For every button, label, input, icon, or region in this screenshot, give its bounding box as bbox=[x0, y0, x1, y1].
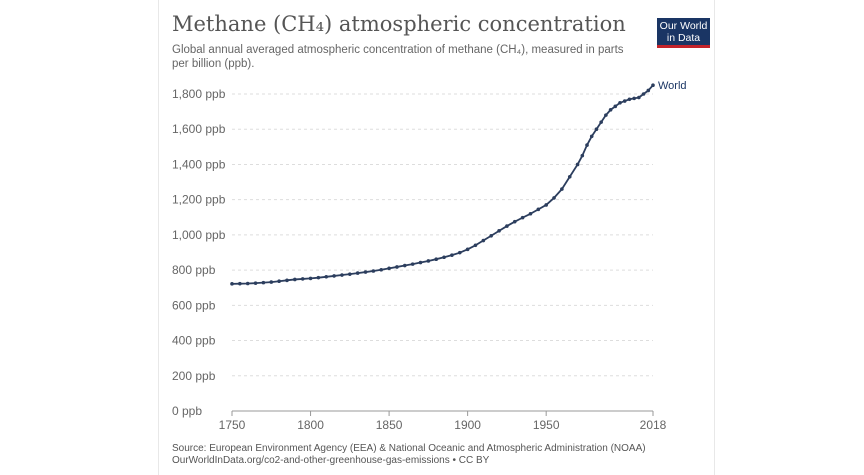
data-point bbox=[450, 253, 454, 257]
y-tick-label: 1,200 ppb bbox=[172, 193, 226, 207]
data-point bbox=[481, 238, 486, 243]
x-tick-label: 2018 bbox=[640, 418, 667, 432]
data-point bbox=[316, 275, 321, 280]
data-point bbox=[442, 255, 446, 260]
x-tick-label: 1900 bbox=[454, 418, 481, 432]
data-point bbox=[269, 280, 274, 284]
data-point bbox=[613, 104, 618, 109]
source-note: Source: European Environment Agency (EEA… bbox=[172, 443, 646, 467]
y-tick-label: 1,400 ppb bbox=[172, 157, 226, 171]
logo-line-2: in Data bbox=[666, 32, 701, 44]
y-tick-label: 1,000 ppb bbox=[172, 228, 226, 242]
data-point bbox=[426, 259, 431, 263]
data-point bbox=[473, 243, 478, 248]
data-point bbox=[618, 101, 622, 105]
data-point bbox=[528, 211, 533, 216]
data-point bbox=[589, 134, 594, 139]
source-line-2[interactable]: OurWorldInData.org/co2-and-other-greenho… bbox=[172, 455, 490, 466]
data-point bbox=[402, 263, 407, 268]
data-point bbox=[410, 262, 415, 266]
x-tick-label: 1850 bbox=[376, 418, 403, 432]
x-tick-label: 1950 bbox=[533, 418, 560, 432]
data-point bbox=[465, 247, 470, 252]
data-point bbox=[594, 127, 599, 132]
grid: 0 ppb 200 ppb 400 ppb 600 ppb 800 ppb 1,000 p… bbox=[172, 87, 653, 418]
data-point bbox=[340, 273, 344, 277]
data-point bbox=[560, 187, 564, 191]
y-tick-label: 200 ppb bbox=[172, 369, 216, 383]
data-point bbox=[637, 95, 641, 100]
data-point bbox=[632, 96, 636, 101]
data-point bbox=[520, 215, 525, 220]
data-point bbox=[261, 280, 266, 285]
data-point bbox=[646, 88, 651, 93]
data-point bbox=[293, 277, 297, 282]
data-point bbox=[604, 113, 608, 117]
data-point bbox=[277, 279, 281, 284]
y-tick-label: 600 ppb bbox=[172, 298, 216, 312]
data-point bbox=[608, 108, 613, 112]
data-point bbox=[552, 196, 556, 200]
series-line-world bbox=[231, 84, 654, 285]
data-point bbox=[434, 257, 439, 261]
chart-subtitle: Global annual averaged atmospheric conce… bbox=[172, 44, 624, 70]
owid-logo[interactable]: Our World in Data bbox=[657, 18, 710, 48]
y-tick-label: 400 ppb bbox=[172, 334, 216, 348]
x-tick-label: 1750 bbox=[219, 418, 246, 432]
data-point bbox=[641, 92, 646, 96]
data-point bbox=[230, 282, 234, 286]
y-tick-label: 800 ppb bbox=[172, 263, 216, 277]
data-point bbox=[599, 120, 603, 124]
logo-line-1: Our World bbox=[659, 20, 708, 32]
data-point bbox=[348, 272, 352, 276]
data-point bbox=[512, 219, 517, 224]
data-point bbox=[324, 275, 329, 279]
y-tick-label: 1,800 ppb bbox=[172, 87, 226, 101]
y-tick-label: 0 ppb bbox=[172, 404, 202, 418]
data-point bbox=[253, 281, 258, 285]
y-tick-label: 1,600 ppb bbox=[172, 122, 226, 136]
series-layer: World bbox=[230, 80, 687, 286]
data-point bbox=[300, 277, 305, 281]
data-point bbox=[245, 281, 250, 286]
data-point bbox=[505, 224, 509, 228]
series-label-world: World bbox=[658, 80, 687, 92]
data-point bbox=[580, 153, 585, 158]
chart-card bbox=[158, 0, 715, 475]
x-tick-label: 1800 bbox=[297, 418, 324, 432]
data-point bbox=[497, 229, 501, 233]
chart-title: Methane (CH₄) atmospheric concentration bbox=[172, 12, 626, 36]
data-point bbox=[536, 207, 541, 212]
source-line-1: Source: European Environment Agency (EEA… bbox=[172, 443, 646, 454]
data-point bbox=[489, 233, 493, 238]
data-point bbox=[395, 265, 399, 269]
data-point bbox=[575, 162, 580, 167]
data-point bbox=[379, 267, 384, 272]
data-point bbox=[651, 83, 655, 87]
data-point bbox=[387, 266, 391, 271]
data-point bbox=[371, 269, 376, 273]
data-point bbox=[627, 97, 632, 102]
x-axis: 1750 1800 1850 1900 1950 2018 bbox=[219, 410, 667, 432]
data-point bbox=[585, 143, 589, 147]
data-point bbox=[355, 271, 360, 275]
data-point bbox=[308, 276, 313, 281]
data-point bbox=[285, 278, 289, 283]
data-point bbox=[238, 281, 242, 286]
data-point bbox=[622, 99, 627, 103]
data-point bbox=[418, 260, 423, 265]
data-point bbox=[567, 174, 572, 179]
data-point bbox=[332, 274, 336, 278]
data-point bbox=[544, 203, 548, 207]
data-point bbox=[457, 250, 462, 255]
data-point bbox=[363, 270, 368, 274]
